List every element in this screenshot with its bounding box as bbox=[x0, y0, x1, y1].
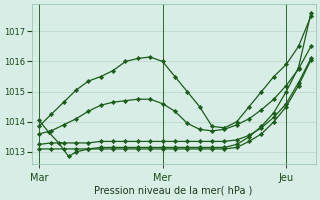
X-axis label: Pression niveau de la mer( hPa ): Pression niveau de la mer( hPa ) bbox=[94, 186, 253, 196]
